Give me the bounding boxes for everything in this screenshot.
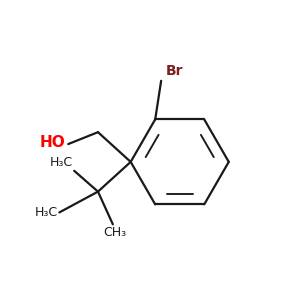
Text: H₃C: H₃C [50,156,73,169]
Text: H₃C: H₃C [35,206,58,219]
Text: HO: HO [40,135,65,150]
Text: Br: Br [166,64,183,78]
Text: CH₃: CH₃ [103,226,126,239]
